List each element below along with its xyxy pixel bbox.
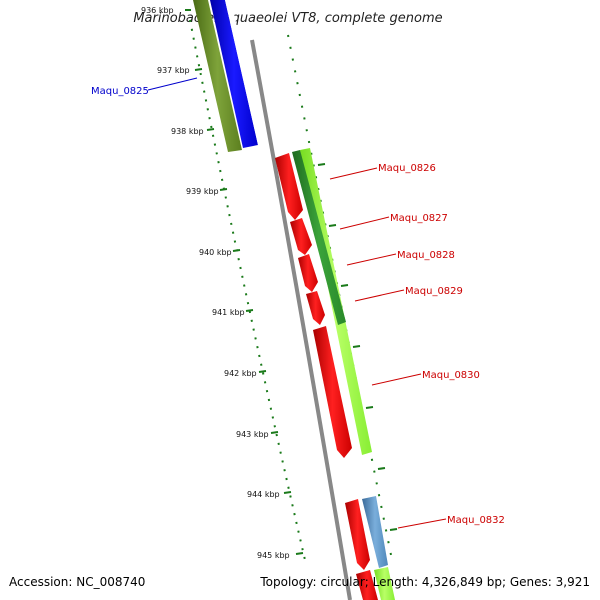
tick-mark <box>270 431 279 434</box>
gene-label-maqu-0827[interactable]: Maqu_0827 <box>390 213 448 224</box>
gene-maqu-0826[interactable] <box>275 153 303 220</box>
leader-line <box>339 216 390 230</box>
gene-maqu-0829[interactable] <box>306 291 325 325</box>
outer-ruler-ticks <box>317 163 398 531</box>
accession-text: Accession: NC_008740 <box>9 575 145 589</box>
gene-maqu-0828[interactable] <box>298 254 318 292</box>
leader-line <box>147 77 198 91</box>
tick-label: 939 kbp <box>186 187 219 196</box>
tick-label: 942 kbp <box>224 369 257 378</box>
leader-line <box>371 373 422 386</box>
gene-label-maqu-0826[interactable]: Maqu_0826 <box>378 163 436 174</box>
leader-line <box>397 518 447 529</box>
gene-maqu-0827[interactable] <box>290 218 312 255</box>
tick-label: 938 kbp <box>171 127 204 136</box>
tick-label: 943 kbp <box>236 430 269 439</box>
scale-ruler-inner <box>189 19 306 561</box>
tick-mark <box>295 552 304 555</box>
tick-label: 945 kbp <box>257 551 290 560</box>
feature-olive[interactable] <box>193 0 242 152</box>
tick-label: 944 kbp <box>247 490 280 499</box>
leader-line <box>346 253 397 266</box>
tick-label: 936 kbp <box>141 6 174 15</box>
feature-steel[interactable] <box>362 496 388 568</box>
tick-mark <box>258 370 267 373</box>
feature-lime-bottom[interactable] <box>374 567 395 600</box>
genome-backbone <box>250 39 352 600</box>
feature-track-lower <box>345 496 395 600</box>
feature-track-middle <box>275 148 372 458</box>
map-title: Marinobacter aquaeolei VT8, complete gen… <box>133 11 442 26</box>
tick-mark <box>283 491 292 494</box>
leader-line <box>329 167 378 180</box>
tick-mark <box>219 188 228 191</box>
leader-line <box>354 289 405 302</box>
scale-ticks: 936 kbp 937 kbp 938 kbp 939 kbp 940 kbp … <box>141 6 304 560</box>
tick-label: 937 kbp <box>157 66 190 75</box>
feature-white-band <box>225 0 263 145</box>
gene-label-maqu-0830[interactable]: Maqu_0830 <box>422 370 480 381</box>
tick-label: 940 kbp <box>199 248 232 257</box>
feature-track-upper <box>193 0 263 152</box>
tick-label: 941 kbp <box>212 308 245 317</box>
gene-maqu-0830[interactable] <box>313 326 352 458</box>
tick-mark <box>206 128 215 131</box>
tick-mark <box>232 249 241 252</box>
gene-label-maqu-0832[interactable]: Maqu_0832 <box>447 515 505 526</box>
tick-mark <box>194 68 203 71</box>
gene-label-maqu-0825[interactable]: Maqu_0825 <box>91 86 149 97</box>
gene-maqu-0832[interactable] <box>345 499 370 570</box>
gene-labels: Maqu_0825 Maqu_0826 Maqu_0827 Maqu_0828 … <box>91 77 505 529</box>
gene-maqu-0825[interactable] <box>210 0 258 148</box>
gene-label-maqu-0829[interactable]: Maqu_0829 <box>405 286 463 297</box>
tick-mark <box>245 309 254 312</box>
feature-red-bottom[interactable] <box>356 570 378 600</box>
feature-darkgreen[interactable] <box>292 150 346 325</box>
genome-summary-text: Topology: circular; Length: 4,326,849 bp… <box>259 575 590 589</box>
gene-label-maqu-0828[interactable]: Maqu_0828 <box>397 250 455 261</box>
